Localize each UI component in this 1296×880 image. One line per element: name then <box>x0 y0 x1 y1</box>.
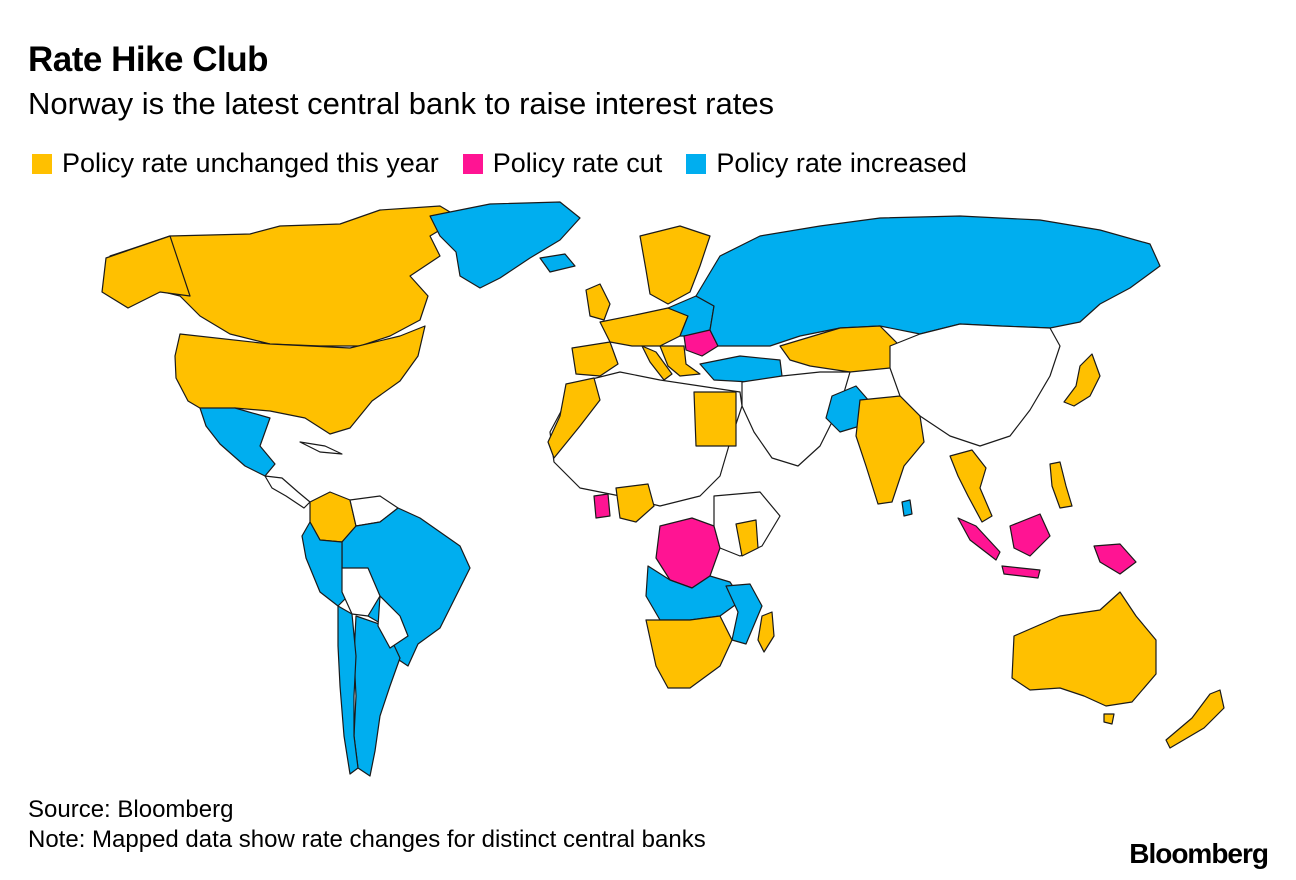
region-egypt <box>693 391 737 447</box>
region-mexico <box>199 407 276 477</box>
data-note: Note: Mapped data show rate changes for … <box>28 826 706 853</box>
legend-item-unchanged: Policy rate unchanged this year <box>32 148 439 179</box>
region-canada <box>109 205 461 347</box>
chart-title: Rate Hike Club <box>28 40 269 79</box>
region-iberia <box>571 341 619 377</box>
region-italy <box>641 345 673 381</box>
region-mozambique <box>725 583 763 645</box>
source-note: Source: Bloomberg <box>28 796 234 823</box>
legend: Policy rate unchanged this year Policy r… <box>32 148 967 179</box>
legend-item-increased: Policy rate increased <box>686 148 967 179</box>
region-iceland <box>539 253 576 273</box>
legend-label-increased: Policy rate increased <box>716 148 967 178</box>
legend-swatch-unchanged <box>32 153 52 174</box>
region-india <box>855 395 925 505</box>
region-greenland <box>429 201 581 289</box>
region-romania <box>683 329 719 357</box>
region-usa <box>174 325 426 435</box>
region-norway-sweden-finland <box>639 225 711 305</box>
legend-label-unchanged: Policy rate unchanged this year <box>62 148 439 178</box>
region-nigeria <box>615 483 655 523</box>
legend-swatch-cut <box>462 153 483 174</box>
region-western-europe <box>599 307 689 347</box>
region-new-zealand <box>1165 689 1225 749</box>
region-sri-lanka <box>901 499 913 517</box>
region-kenya <box>735 519 759 557</box>
region-tasmania <box>1103 713 1115 725</box>
region-ghana <box>593 493 611 519</box>
world-map <box>101 201 1225 777</box>
bloomberg-logo: Bloomberg <box>1129 838 1269 869</box>
region-australia <box>1011 591 1157 707</box>
region-southern-africa <box>645 615 733 689</box>
region-philippines <box>1049 461 1073 509</box>
region-central-america <box>264 475 311 509</box>
region-indonesia-java <box>1001 565 1041 579</box>
region-japan <box>1063 353 1101 407</box>
region-bolivia <box>341 567 381 617</box>
region-cuba <box>299 441 343 455</box>
region-russia <box>695 215 1161 347</box>
legend-item-cut: Policy rate cut <box>462 148 663 179</box>
region-madagascar <box>757 611 775 653</box>
region-indonesia-sumatra <box>957 517 1001 561</box>
region-middle-east <box>741 371 851 467</box>
legend-label-cut: Policy rate cut <box>492 148 663 178</box>
region-indonesia-borneo <box>1009 513 1051 557</box>
region-indonesia-papua <box>1093 543 1137 575</box>
region-southeast-asia <box>949 449 993 523</box>
region-balkans <box>659 345 701 377</box>
region-uk <box>585 283 611 321</box>
region-chile <box>337 605 359 775</box>
legend-swatch-increased <box>686 153 707 174</box>
region-alaska <box>101 235 191 309</box>
region-paraguay-uruguay <box>377 595 409 649</box>
chart-subtitle: Norway is the latest central bank to rai… <box>28 86 775 121</box>
region-argentina <box>353 615 401 777</box>
region-morocco <box>547 377 601 459</box>
